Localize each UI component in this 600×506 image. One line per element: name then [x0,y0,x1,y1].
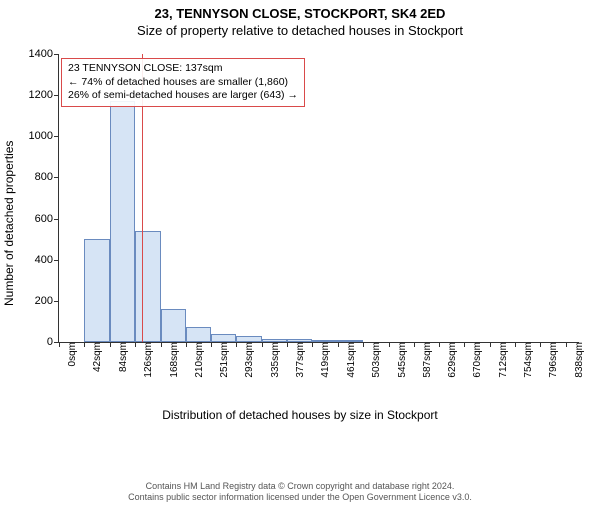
xtick-label: 126sqm [139,342,154,378]
xtick-mark [464,342,465,347]
ytick-label: 800 [35,171,59,183]
annotation-line: 26% of semi-detached houses are larger (… [68,89,298,103]
xtick-label: 377sqm [291,342,306,378]
histogram-bar [287,339,312,342]
xtick-label: 419sqm [316,342,331,378]
annotation-line: ← 74% of detached houses are smaller (1,… [68,76,298,90]
xtick-mark [389,342,390,347]
xtick-label: 838sqm [570,342,585,378]
xtick-mark [338,342,339,347]
annotation-line: 23 TENNYSON CLOSE: 137sqm [68,62,298,76]
histogram-bar [84,239,109,342]
ytick-label: 400 [35,254,59,266]
footer-line-1: Contains HM Land Registry data © Crown c… [0,481,600,493]
ytick-label: 1200 [29,89,59,101]
xtick-mark [236,342,237,347]
xtick-mark [262,342,263,347]
xtick-label: 712sqm [494,342,509,378]
xtick-mark [211,342,212,347]
xtick-mark [414,342,415,347]
footer-attribution: Contains HM Land Registry data © Crown c… [0,481,600,504]
xtick-mark [540,342,541,347]
chart-title-1: 23, TENNYSON CLOSE, STOCKPORT, SK4 2ED [0,6,600,21]
xtick-label: 503sqm [367,342,382,378]
histogram-bar [211,334,236,342]
xtick-mark [161,342,162,347]
xtick-label: 168sqm [165,342,180,378]
xtick-mark [490,342,491,347]
chart-title-2: Size of property relative to detached ho… [0,23,600,38]
xtick-mark [110,342,111,347]
xtick-label: 629sqm [443,342,458,378]
ytick-label: 0 [47,336,59,348]
histogram-bar [161,309,186,342]
xtick-mark [59,342,60,347]
xtick-mark [312,342,313,347]
chart-area: Number of detached properties 0200400600… [0,46,600,426]
xtick-label: 335sqm [266,342,281,378]
xtick-mark [515,342,516,347]
xtick-label: 251sqm [215,342,230,378]
histogram-bar [110,101,135,342]
xtick-label: 293sqm [240,342,255,378]
histogram-bar [338,340,363,342]
histogram-bar [262,339,287,342]
xtick-mark [566,342,567,347]
xtick-mark [84,342,85,347]
xtick-label: 670sqm [468,342,483,378]
xtick-mark [439,342,440,347]
histogram-bar [186,327,211,342]
xtick-label: 587sqm [418,342,433,378]
ytick-label: 600 [35,213,59,225]
annotation-box: 23 TENNYSON CLOSE: 137sqm← 74% of detach… [61,58,305,107]
footer-line-2: Contains public sector information licen… [0,492,600,504]
histogram-bar [236,336,261,342]
xtick-mark [135,342,136,347]
y-axis-label: Number of detached properties [2,141,16,306]
ytick-label: 200 [35,295,59,307]
xtick-label: 545sqm [393,342,408,378]
xtick-mark [287,342,288,347]
xtick-label: 0sqm [63,342,78,366]
xtick-label: 84sqm [114,342,129,372]
xtick-label: 796sqm [544,342,559,378]
histogram-bar [135,231,160,342]
plot-region: 02004006008001000120014000sqm42sqm84sqm1… [58,54,579,343]
histogram-bar [312,340,337,342]
xtick-mark [363,342,364,347]
xtick-mark [186,342,187,347]
xtick-label: 461sqm [342,342,357,378]
x-axis-label: Distribution of detached houses by size … [0,408,600,422]
xtick-label: 754sqm [519,342,534,378]
ytick-label: 1400 [29,48,59,60]
xtick-label: 42sqm [88,342,103,372]
ytick-label: 1000 [29,130,59,142]
xtick-label: 210sqm [190,342,205,378]
